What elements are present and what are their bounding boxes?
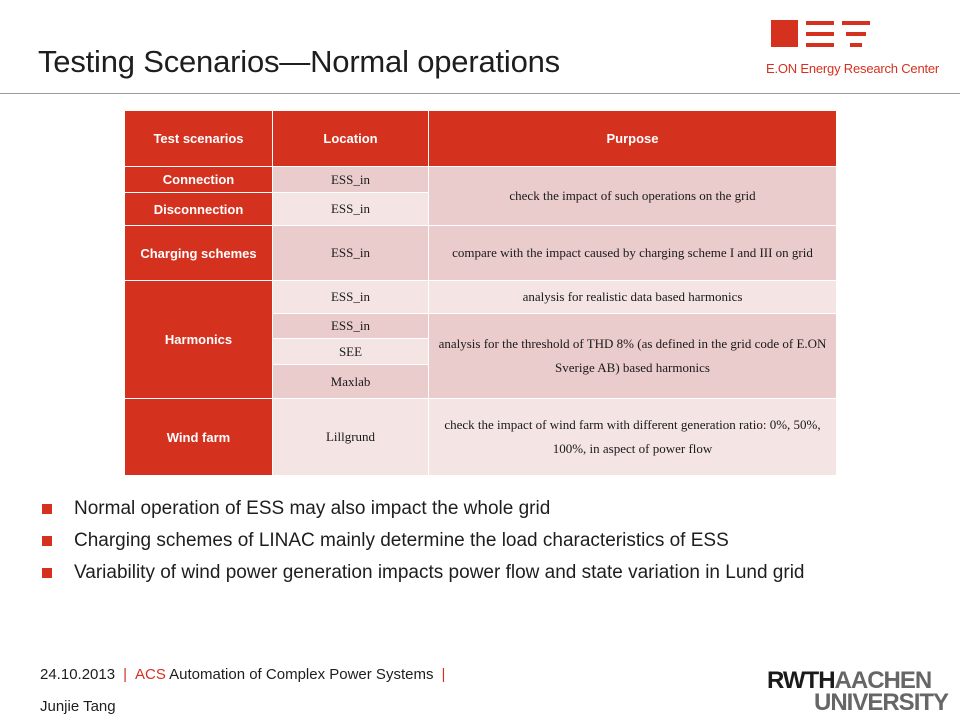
bullet-text: Variability of wind power generation imp… [74, 562, 805, 583]
page-title: Testing Scenarios—Normal operations [38, 44, 560, 79]
purpose-cell: analysis for the threshold of THD 8% (as… [428, 313, 837, 399]
eon-logo-bar-icon [846, 32, 866, 36]
eon-logo-bar-icon [850, 43, 862, 47]
footer-separator: | [123, 666, 127, 683]
eon-logo-bar-icon [842, 21, 870, 25]
bullet-square-icon [42, 568, 52, 578]
footer-dept: Automation of Complex Power Systems [169, 666, 434, 683]
table-row: Connection ESS_in check the impact of su… [124, 166, 837, 226]
location-cell: ESS_in [272, 225, 429, 281]
list-item: Normal operation of ESS may also impact … [40, 498, 920, 520]
location-cell: Lillgrund [272, 398, 429, 476]
column-header: Location [272, 110, 429, 167]
bullet-text: Charging schemes of LINAC mainly determi… [74, 530, 729, 551]
column-header: Test scenarios [124, 110, 273, 167]
footer: 24.10.2013 | ACS Automation of Complex Pow… [40, 666, 453, 683]
column-header: Purpose [428, 110, 837, 167]
table-row: Disconnection ESS_in [124, 192, 837, 226]
table-row: ESS_in analysis for the threshold of THD… [125, 313, 837, 399]
rwth-logo-text: RWTH [767, 667, 836, 694]
scenarios-table: Test scenarios Location Purpose Connecti… [124, 110, 837, 476]
location-cell: ESS_in [272, 280, 429, 314]
rwth-logo: RWTHAACHEN UNIVERSITY [767, 667, 949, 715]
eon-logo-bar-icon [806, 21, 834, 25]
eon-logo-square-icon [771, 20, 798, 47]
eon-logo-bar-icon [806, 32, 834, 36]
scenario-cell: Harmonics [124, 280, 273, 399]
table-row: Charging schemes ESS_in compare with the… [124, 225, 837, 281]
location-cell: ESS_in [272, 192, 429, 226]
list-item: Charging schemes of LINAC mainly determi… [40, 530, 920, 552]
footer-separator: | [441, 666, 446, 683]
bullet-list: Normal operation of ESS may also impact … [40, 498, 920, 594]
bullet-square-icon [42, 504, 52, 514]
scenario-cell: Disconnection [124, 192, 273, 226]
table-row: Harmonics ESS_in analysis for realistic … [124, 280, 837, 399]
footer-acs: ACS [134, 666, 166, 683]
location-cell: SEE [272, 338, 429, 365]
rwth-logo-text: UNIVERSITY [814, 689, 949, 716]
purpose-cell: compare with the impact caused by chargi… [428, 225, 837, 281]
bullet-text: Normal operation of ESS may also impact … [74, 498, 551, 519]
table-row: SEE [125, 338, 837, 365]
scenario-cell: Connection [124, 166, 273, 193]
location-cell: ESS_in [272, 166, 429, 193]
eon-logo-text: E.ON Energy Research Center [766, 61, 940, 76]
eon-logo: E.ON Energy Research Center [766, 20, 939, 84]
scenario-cell: Wind farm [124, 398, 273, 476]
title-divider [0, 93, 960, 94]
table-header-row: Test scenarios Location Purpose [124, 110, 837, 167]
location-cell: ESS_in [272, 313, 429, 339]
footer-author: Junjie Tang [40, 698, 116, 715]
list-item: Variability of wind power generation imp… [40, 562, 920, 584]
bullet-square-icon [42, 536, 52, 546]
rwth-logo-text: AACHEN [834, 667, 933, 694]
purpose-cell: check the impact of such operations on t… [428, 166, 837, 226]
location-cell: Maxlab [272, 364, 429, 399]
footer-date: 24.10.2013 [40, 666, 116, 683]
eon-logo-bar-icon [806, 43, 834, 47]
purpose-cell: analysis for realistic data based harmon… [428, 280, 837, 314]
table-row: Wind farm Lillgrund check the impact of … [124, 398, 837, 476]
purpose-cell: check the impact of wind farm with diffe… [428, 398, 837, 476]
scenario-cell: Charging schemes [124, 225, 273, 281]
